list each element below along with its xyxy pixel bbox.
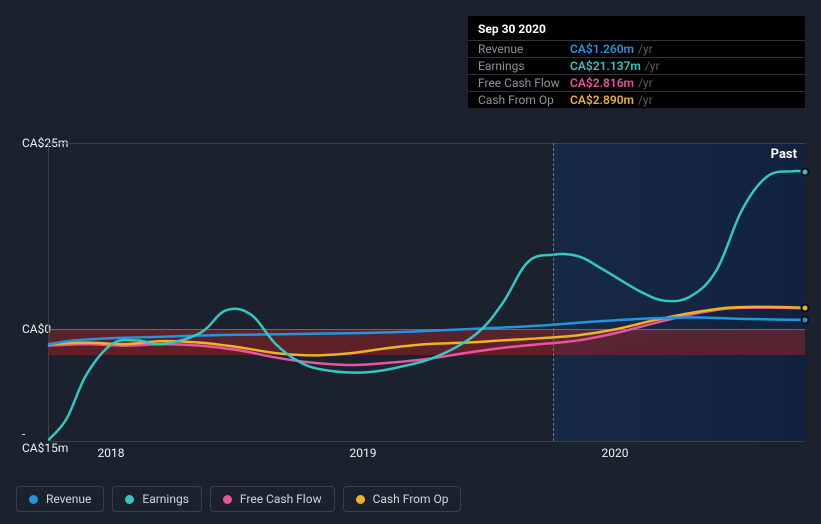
chart-lines bbox=[49, 143, 805, 441]
legend-label: Earnings bbox=[142, 492, 189, 506]
tooltip-label: Earnings bbox=[478, 59, 570, 73]
legend-item-revenue[interactable]: Revenue bbox=[16, 486, 104, 512]
tooltip-label: Free Cash Flow bbox=[478, 76, 570, 90]
tooltip-unit: /yr bbox=[645, 59, 660, 73]
legend-dot-icon bbox=[223, 495, 232, 504]
legend-item-cash-from-op[interactable]: Cash From Op bbox=[343, 486, 462, 512]
legend-label: Revenue bbox=[46, 492, 91, 506]
tooltip-value: CA$2.890m bbox=[570, 93, 634, 107]
legend-dot-icon bbox=[356, 495, 365, 504]
tooltip-date: Sep 30 2020 bbox=[468, 22, 805, 40]
tooltip-row: RevenueCA$1.260m/yr bbox=[468, 40, 805, 57]
series-end-marker bbox=[801, 303, 810, 312]
legend-item-free-cash-flow[interactable]: Free Cash Flow bbox=[210, 486, 335, 512]
legend-dot-icon bbox=[29, 495, 38, 504]
series-end-marker bbox=[801, 167, 810, 176]
x-tick-label: 2018 bbox=[98, 446, 125, 460]
financials-chart: -CA$15mCA$0CA$25m Past 201820192020 bbox=[16, 122, 805, 442]
legend-label: Free Cash Flow bbox=[240, 492, 322, 506]
x-axis: 2018 2019 2020 bbox=[48, 446, 805, 464]
tooltip-row: EarningsCA$21.137m/yr bbox=[468, 57, 805, 74]
tooltip-value: CA$1.260m bbox=[570, 42, 634, 56]
legend-dot-icon bbox=[125, 495, 134, 504]
tooltip-unit: /yr bbox=[638, 42, 653, 56]
tooltip-unit: /yr bbox=[638, 93, 653, 107]
tooltip-label: Revenue bbox=[478, 42, 570, 56]
plot-area[interactable]: Past bbox=[48, 143, 805, 441]
series-end-marker bbox=[801, 315, 810, 324]
tooltip-unit: /yr bbox=[638, 76, 653, 90]
x-tick-label: 2020 bbox=[602, 446, 629, 460]
tooltip-value: CA$21.137m bbox=[570, 59, 641, 73]
tooltip-label: Cash From Op bbox=[478, 93, 570, 107]
chart-tooltip: Sep 30 2020 RevenueCA$1.260m/yrEarningsC… bbox=[468, 16, 805, 108]
legend: Revenue Earnings Free Cash Flow Cash From O… bbox=[16, 486, 461, 512]
tooltip-row: Free Cash FlowCA$2.816m/yr bbox=[468, 74, 805, 91]
tooltip-value: CA$2.816m bbox=[570, 76, 634, 90]
legend-label: Cash From Op bbox=[373, 492, 449, 506]
legend-item-earnings[interactable]: Earnings bbox=[112, 486, 202, 512]
x-tick-label: 2019 bbox=[350, 446, 377, 460]
gridline bbox=[49, 441, 805, 442]
series-earnings bbox=[49, 171, 805, 439]
hover-crosshair bbox=[553, 143, 554, 441]
tooltip-row: Cash From OpCA$2.890m/yr bbox=[468, 91, 805, 108]
